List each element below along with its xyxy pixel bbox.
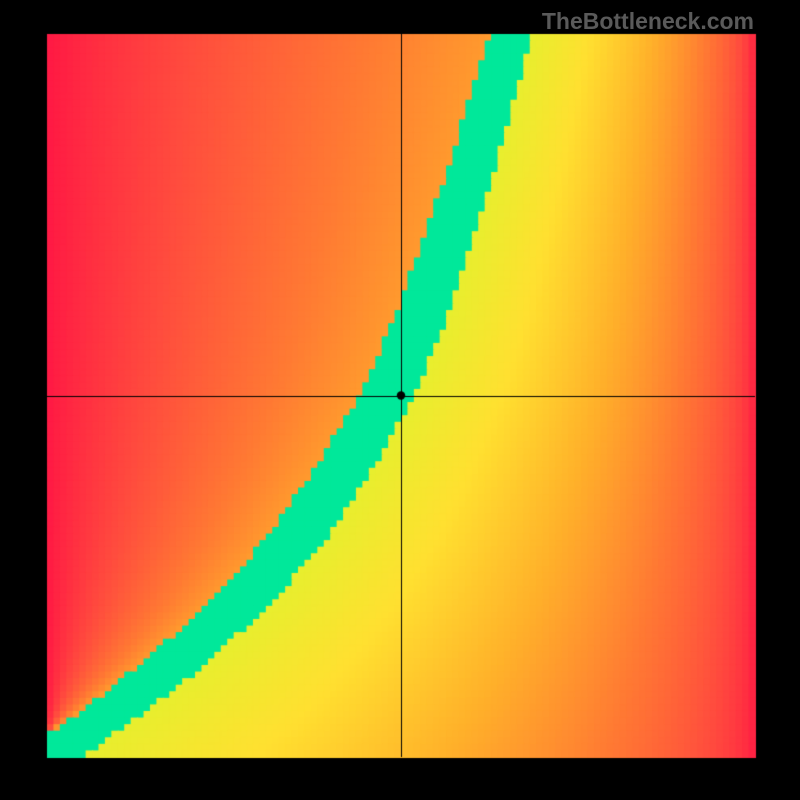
chart-container: TheBottleneck.com	[0, 0, 800, 800]
watermark-text: TheBottleneck.com	[542, 8, 754, 35]
bottleneck-heatmap	[0, 0, 800, 800]
